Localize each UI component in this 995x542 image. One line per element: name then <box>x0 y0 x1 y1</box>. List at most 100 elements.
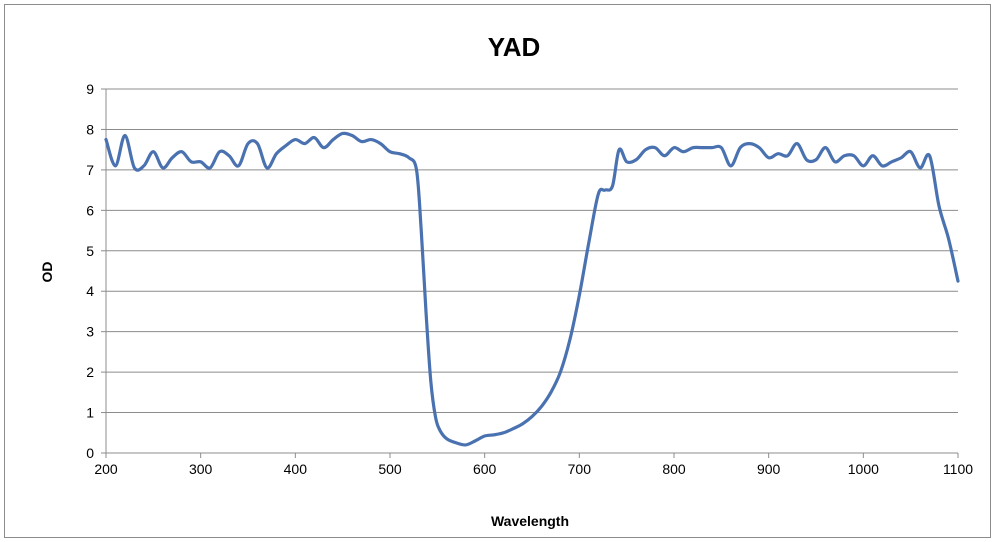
data-point <box>540 405 542 407</box>
data-point <box>682 150 684 152</box>
data-point <box>256 142 258 144</box>
data-point <box>379 142 381 144</box>
data-point <box>758 146 760 148</box>
x-axis-label: Wavelength <box>491 513 569 529</box>
data-point <box>644 148 646 150</box>
data-point <box>692 146 694 148</box>
data-point <box>465 444 467 446</box>
data-point <box>228 155 230 157</box>
gridlines <box>101 88 958 454</box>
data-point <box>919 167 921 169</box>
data-point <box>625 161 627 163</box>
data-point <box>531 415 533 417</box>
data-point <box>415 169 417 171</box>
data-point <box>237 165 239 167</box>
data-point <box>323 146 325 148</box>
data-point <box>872 155 874 157</box>
data-point <box>209 167 211 169</box>
data-point <box>313 136 315 138</box>
data-point <box>218 150 220 152</box>
chart-frame <box>4 4 991 538</box>
data-point <box>285 144 287 146</box>
data-point <box>493 434 495 436</box>
data-point <box>389 150 391 152</box>
data-point <box>569 339 571 341</box>
data-point <box>701 146 703 148</box>
data-point <box>767 157 769 159</box>
data-point <box>843 155 845 157</box>
y-tick-labels: 0 1 2 3 4 5 6 7 8 9 <box>86 81 94 461</box>
x-tick-label: 300 <box>189 461 213 477</box>
data-point <box>891 161 893 163</box>
data-point <box>171 157 173 159</box>
data-point <box>360 140 362 142</box>
x-tick-label: 200 <box>94 461 118 477</box>
y-tick-label: 3 <box>86 324 94 340</box>
series-line <box>104 131 960 447</box>
data-point <box>439 430 441 432</box>
data-point <box>124 134 126 136</box>
data-point <box>351 134 353 136</box>
data-point <box>430 379 432 381</box>
data-point <box>275 153 277 155</box>
data-point <box>938 205 940 207</box>
data-point <box>720 146 722 148</box>
data-point <box>635 159 637 161</box>
data-point <box>711 146 713 148</box>
data-point <box>190 161 192 163</box>
data-point <box>408 157 410 159</box>
chart-title: YAD <box>488 32 541 62</box>
data-point <box>370 138 372 140</box>
series-group <box>104 131 960 447</box>
data-point <box>247 142 249 144</box>
y-tick-label: 6 <box>86 202 94 218</box>
y-tick-label: 5 <box>86 243 94 259</box>
data-point <box>824 146 826 148</box>
data-point <box>114 165 116 167</box>
x-tick-label: 600 <box>473 461 497 477</box>
data-point <box>578 294 580 296</box>
y-tick-label: 8 <box>86 121 94 137</box>
data-point <box>853 155 855 157</box>
data-point <box>483 435 485 437</box>
data-point <box>909 150 911 152</box>
data-point <box>502 432 504 434</box>
x-tick-label: 700 <box>568 461 592 477</box>
data-point <box>559 371 561 373</box>
data-point <box>834 161 836 163</box>
x-tick-label: 500 <box>378 461 402 477</box>
data-point <box>332 138 334 140</box>
data-point <box>957 280 959 282</box>
data-point <box>611 185 613 187</box>
data-point <box>862 165 864 167</box>
x-tick-label: 400 <box>284 461 308 477</box>
y-axis-label: OD <box>39 262 55 283</box>
y-tick-label: 2 <box>86 364 94 380</box>
data-point <box>143 165 145 167</box>
data-point <box>947 237 949 239</box>
data-point <box>474 440 476 442</box>
data-point <box>294 138 296 140</box>
data-point <box>597 193 599 195</box>
data-point <box>805 159 807 161</box>
data-point <box>455 442 457 444</box>
data-point <box>604 189 606 191</box>
data-point <box>425 310 427 312</box>
y-tick-label: 9 <box>86 81 94 97</box>
data-point <box>304 142 306 144</box>
data-point <box>663 155 665 157</box>
data-point <box>673 146 675 148</box>
data-point <box>152 150 154 152</box>
data-point <box>266 167 268 169</box>
data-point <box>588 241 590 243</box>
data-point <box>162 167 164 169</box>
data-point <box>928 155 930 157</box>
data-point <box>446 438 448 440</box>
data-point <box>786 155 788 157</box>
data-point <box>434 415 436 417</box>
y-tick-label: 1 <box>86 405 94 421</box>
x-tick-label: 1100 <box>943 461 973 477</box>
data-point <box>796 142 798 144</box>
x-tick-label: 1000 <box>848 461 879 477</box>
